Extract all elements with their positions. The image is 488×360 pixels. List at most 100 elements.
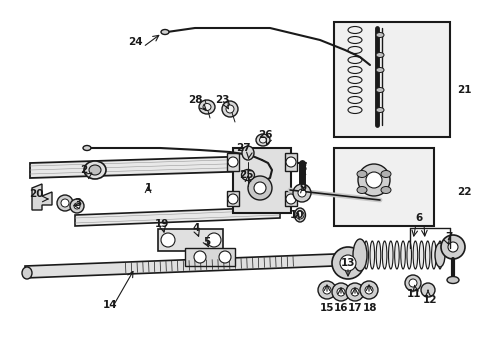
Text: 23: 23 [214,95,229,105]
Circle shape [440,235,464,259]
Bar [285,153,296,171]
Circle shape [420,283,434,297]
Ellipse shape [242,146,253,160]
Ellipse shape [22,267,32,279]
Circle shape [285,194,295,204]
Circle shape [292,184,310,202]
Text: 19: 19 [155,219,169,229]
Circle shape [339,255,355,271]
Text: 6: 6 [414,213,422,223]
Circle shape [365,172,381,188]
Text: 9: 9 [299,183,306,193]
Circle shape [331,247,363,279]
Circle shape [364,286,372,294]
Ellipse shape [294,208,305,222]
Circle shape [61,199,69,207]
Polygon shape [32,184,52,210]
Bar [226,191,239,206]
Ellipse shape [382,241,386,269]
Text: 25: 25 [238,170,253,180]
Circle shape [206,233,221,247]
Text: 7: 7 [445,232,452,242]
Bar [184,248,235,266]
Ellipse shape [380,171,390,177]
Text: 14: 14 [102,300,117,310]
Ellipse shape [83,145,91,150]
Ellipse shape [375,32,383,37]
Ellipse shape [400,241,405,269]
Ellipse shape [431,241,435,269]
Circle shape [346,283,363,301]
Ellipse shape [387,241,392,269]
Circle shape [295,211,304,219]
Ellipse shape [369,241,374,269]
Circle shape [227,194,238,204]
Ellipse shape [375,241,380,269]
Ellipse shape [357,241,362,269]
Text: 10: 10 [289,210,304,220]
Polygon shape [30,155,289,178]
Text: 24: 24 [127,37,142,47]
Text: 20: 20 [29,189,43,199]
Circle shape [70,199,84,213]
Text: 21: 21 [456,85,470,95]
Text: 2: 2 [80,165,87,175]
Ellipse shape [375,68,383,72]
Ellipse shape [375,108,383,112]
Circle shape [253,182,265,194]
Circle shape [359,281,377,299]
Circle shape [247,176,271,200]
Ellipse shape [256,134,269,146]
Circle shape [357,164,389,196]
Text: 15: 15 [319,303,334,313]
Circle shape [336,288,345,296]
Circle shape [350,288,358,296]
Ellipse shape [437,241,441,269]
Text: 26: 26 [257,130,272,140]
Circle shape [161,233,175,247]
Ellipse shape [89,165,101,175]
Circle shape [404,275,420,291]
Ellipse shape [222,101,238,117]
Ellipse shape [363,241,367,269]
Bar [333,22,449,137]
Text: 8: 8 [299,163,306,173]
Text: 4: 4 [192,223,199,233]
Ellipse shape [434,243,444,267]
Ellipse shape [352,239,366,271]
Polygon shape [25,253,359,278]
Circle shape [219,251,230,263]
Ellipse shape [375,53,383,58]
Bar [333,148,433,226]
Bar [232,148,290,213]
Circle shape [408,279,416,287]
Ellipse shape [418,241,423,269]
Ellipse shape [380,186,390,194]
Text: 1: 1 [144,183,151,193]
Bar [285,191,296,206]
Text: 18: 18 [362,303,376,313]
Circle shape [297,189,305,197]
Ellipse shape [406,241,411,269]
Text: 13: 13 [340,258,354,268]
Circle shape [285,157,295,167]
Ellipse shape [356,171,366,177]
Ellipse shape [425,241,429,269]
Ellipse shape [84,161,106,179]
Circle shape [194,251,205,263]
Ellipse shape [199,100,215,114]
Circle shape [74,203,80,209]
Text: 22: 22 [456,187,470,197]
Ellipse shape [203,104,210,111]
Polygon shape [75,207,280,226]
Ellipse shape [394,241,398,269]
Text: 17: 17 [347,303,362,313]
Bar [226,153,239,171]
Ellipse shape [241,170,254,180]
Text: 5: 5 [203,237,210,247]
Circle shape [57,195,73,211]
Ellipse shape [356,186,366,194]
Text: 3: 3 [74,198,81,208]
Ellipse shape [446,276,458,284]
Ellipse shape [225,105,234,113]
